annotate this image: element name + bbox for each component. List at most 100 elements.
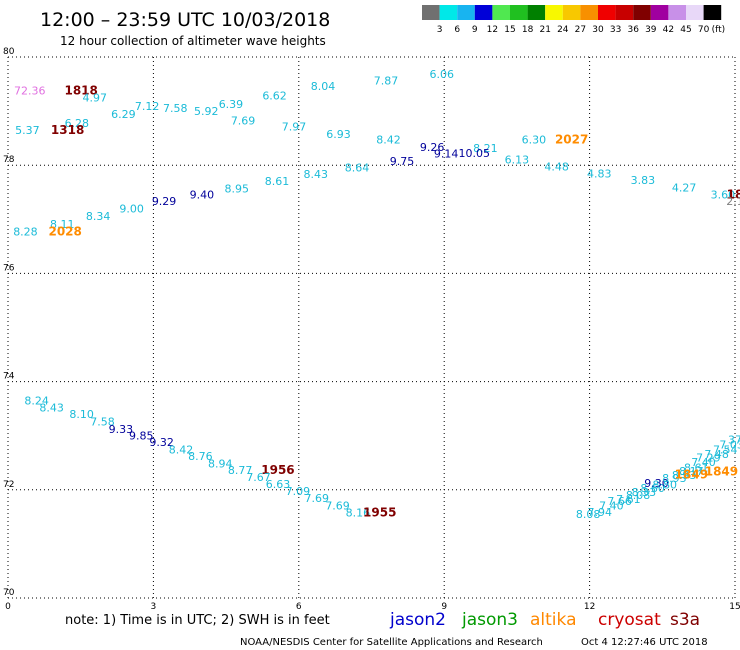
wave-height-label: 4.27 <box>672 182 697 195</box>
wave-height-label: 8.93 <box>672 469 697 482</box>
colorbar-swatch <box>650 5 669 20</box>
wave-height-label: 6.30 <box>522 134 547 147</box>
wave-height-label: 10.05 <box>458 147 490 160</box>
colorbar-swatch <box>615 5 634 20</box>
wave-height-label: 8.94 <box>208 458 233 471</box>
x-tick-label: 0 <box>5 602 11 612</box>
wave-height-label: 7.48 <box>704 448 729 461</box>
colorbar-swatch <box>668 5 686 20</box>
wave-height-label: 8.24 <box>24 394 49 407</box>
wave-height-label: 7.12 <box>135 100 160 113</box>
pass-time-label: 2027 <box>555 133 588 147</box>
colorbar-unit: (ft) <box>712 25 726 35</box>
wave-height-label: 8.34 <box>86 210 111 223</box>
colorbar-label: 3 <box>437 25 443 35</box>
wave-height-label: 8.43 <box>304 168 329 181</box>
footnote: note: 1) Time is in UTC; 2) SWH is in fe… <box>65 613 330 628</box>
colorbar-label: 18 <box>522 25 534 35</box>
wave-height-label: 8.77 <box>228 464 253 477</box>
wave-height-label: 8.33 <box>632 486 657 499</box>
colorbar-label: 24 <box>557 25 569 35</box>
wave-height-label: 72.36 <box>14 84 46 97</box>
colorbar-label: 9 <box>472 25 478 35</box>
wave-height-label: 37 <box>728 433 740 446</box>
colorbar-swatch <box>580 5 598 20</box>
wave-height-label: 7.29 <box>696 452 721 465</box>
wave-height-label: 9.40 <box>190 189 215 202</box>
wave-height-label: 8.16 <box>346 506 371 519</box>
wave-height-label: 4.48 <box>544 161 569 174</box>
wave-height-label: 8.64 <box>345 162 370 175</box>
footer-credit: NOAA/NESDIS Center for Satellite Applica… <box>240 637 543 648</box>
colorbar-swatch <box>457 5 475 20</box>
colorbar-label: 21 <box>539 25 550 35</box>
x-tick-label: 12 <box>584 602 595 612</box>
wave-height-label: 6.63 <box>266 478 291 491</box>
wave-height-label: 3.83 <box>631 174 656 187</box>
colorbar-label: 42 <box>663 25 674 35</box>
y-tick-label: 72 <box>3 480 14 490</box>
wave-height-label: 7.58 <box>90 415 115 428</box>
wave-height-label: 9.29 <box>152 195 177 208</box>
wave-height-label: 9.33 <box>109 423 134 436</box>
wave-height-label: 7.58 <box>163 102 188 115</box>
wave-height-label: 6.62 <box>262 90 287 103</box>
wave-height-label: 8.80 <box>652 479 677 492</box>
wave-height-label: 8.17 <box>679 465 704 478</box>
wave-height-label: 7.69 <box>304 492 329 505</box>
colorbar-label: 45 <box>680 25 691 35</box>
colorbar-swatch <box>474 5 493 20</box>
x-tick-label: 15 <box>729 602 740 612</box>
wave-height-label: 7.61 <box>616 493 641 506</box>
wave-height-label: 6.06 <box>430 68 455 81</box>
wave-height-label: 8.61 <box>684 461 709 474</box>
x-tick-label: 3 <box>151 602 157 612</box>
wave-height-label: 7.69 <box>325 499 350 512</box>
colorbar-swatch <box>492 5 510 20</box>
colorbar-swatch <box>439 5 458 20</box>
wave-height-label: 7.69 <box>231 115 256 128</box>
satellite-legend: jason2 jason3 altika cryosat s3a <box>389 610 700 630</box>
wave-height-label: 8.28 <box>13 226 38 239</box>
wave-height-label: 8.11 <box>50 218 75 231</box>
wave-height-label: 6.28 <box>65 117 90 130</box>
pass-time-label: 1955 <box>363 505 396 519</box>
colorbar-label: 6 <box>454 25 460 35</box>
pass-time-label: 2028 <box>48 225 81 239</box>
pass-time-label: 1849 <box>705 465 738 479</box>
wave-height-label: 6.29 <box>111 108 136 121</box>
wave-height-label: 9.14 <box>434 148 459 161</box>
colorbar-swatch <box>598 5 616 20</box>
wave-height-label: 7.66 <box>607 495 632 508</box>
wave-height-label: 9.30 <box>644 477 669 490</box>
wave-height-label: 7.87 <box>374 75 399 88</box>
wave-height-label: 8.10 <box>69 408 94 421</box>
colorbar-label: 15 <box>504 25 515 35</box>
wave-height-label: 3.60 <box>711 189 736 202</box>
x-tick-label: 6 <box>296 602 302 612</box>
wave-height-label: 7.97 <box>282 121 307 134</box>
wave-height-label: 9.00 <box>119 202 144 215</box>
wave-height-label: 2.1 <box>726 195 740 208</box>
colorbar-label: 33 <box>610 25 621 35</box>
y-tick-label: 70 <box>3 588 15 598</box>
colorbar-swatch <box>562 5 581 20</box>
wave-height-label: 8.42 <box>169 444 194 457</box>
colorbar-swatch <box>545 5 563 20</box>
pass-time-label: 1318 <box>51 123 84 137</box>
colorbar-swatch <box>633 5 651 20</box>
y-tick-label: 80 <box>3 47 15 57</box>
wave-height-label: 7.54 <box>713 444 738 457</box>
wave-height-label: 9.85 <box>129 429 154 442</box>
colorbar-label: 36 <box>627 25 639 35</box>
satellite-legend-s3a: s3a <box>670 610 700 630</box>
wave-height-label: 9.75 <box>390 155 415 168</box>
wave-height-label: 9.26 <box>420 141 445 154</box>
wave-height-label: 8.08 <box>626 489 651 502</box>
wave-height-label: 8.95 <box>225 182 250 195</box>
colorbar-swatch <box>527 5 546 20</box>
colorbar-label: 27 <box>575 25 586 35</box>
wave-height-label: 8.04 <box>311 80 336 93</box>
wave-height-label: 9.32 <box>149 436 174 449</box>
